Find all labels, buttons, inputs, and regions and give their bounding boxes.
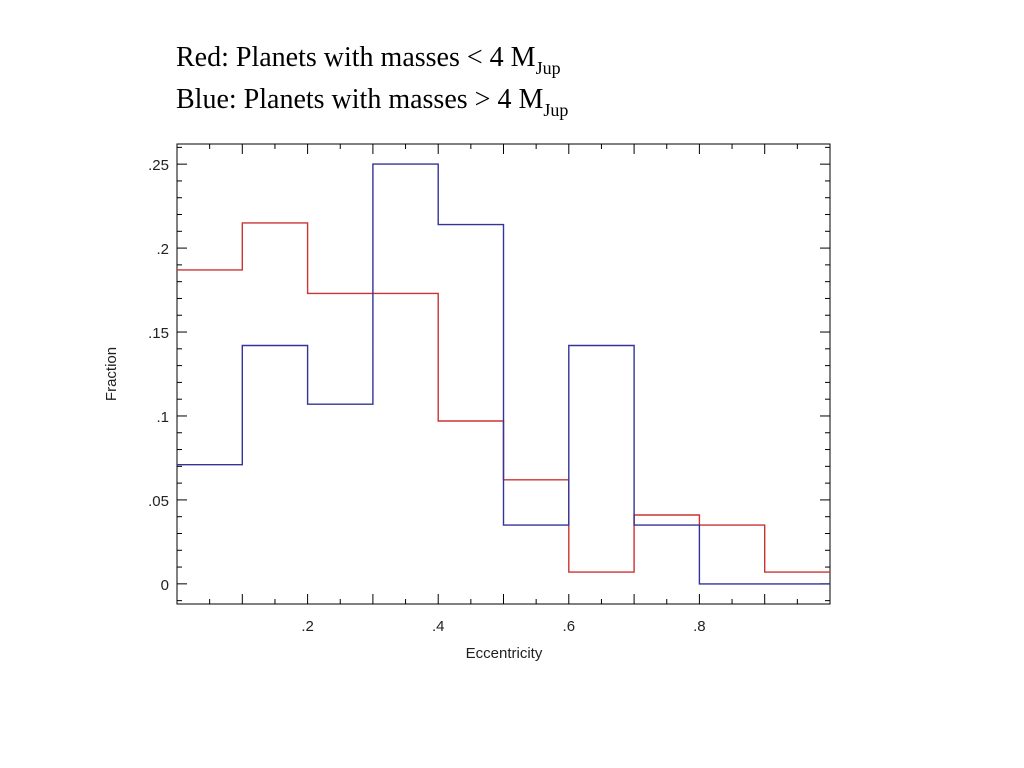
legend-caption-red: Red: Planets with masses < 4 MJup <box>176 42 561 78</box>
y-tick-label: 0 <box>161 577 169 594</box>
histogram-series <box>177 163 830 585</box>
tick-labels: .2 .4 .6 .8 0 .05 .1 .15 .2 .25 <box>148 157 706 635</box>
x-axis-title: Eccentricity <box>466 645 543 662</box>
x-tick-label: .8 <box>693 618 706 635</box>
axis-ticks <box>177 144 830 604</box>
caption-blue-subscript: Jup <box>543 100 569 120</box>
caption-red-text: Red: Planets with masses < 4 M <box>176 42 536 73</box>
y-tick-label: .15 <box>148 325 169 342</box>
y-tick-label: .25 <box>148 157 169 174</box>
legend-caption-blue: Blue: Planets with masses > 4 MJup <box>176 84 568 120</box>
caption-blue-text: Blue: Planets with masses > 4 M <box>176 84 544 115</box>
x-tick-label: .6 <box>563 618 576 635</box>
caption-red-subscript: Jup <box>535 58 561 78</box>
histogram-line-blue <box>177 163 830 585</box>
y-tick-label: .2 <box>156 241 169 258</box>
x-tick-label: .2 <box>301 618 314 635</box>
x-tick-label: .4 <box>432 618 445 635</box>
y-tick-label: .05 <box>148 493 169 510</box>
y-tick-label: .1 <box>156 409 169 426</box>
y-axis-title: Fraction <box>103 347 120 401</box>
